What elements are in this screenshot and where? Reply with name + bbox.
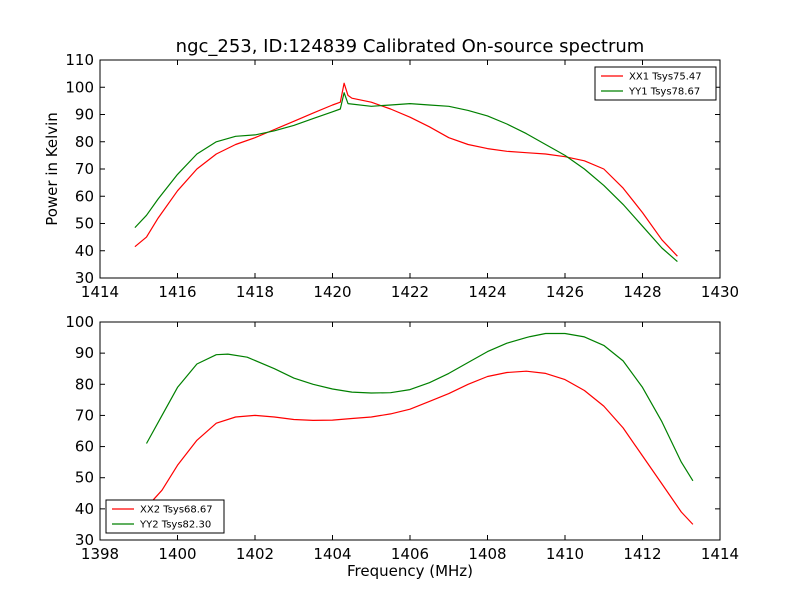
series-line-yy1 <box>134 92 678 263</box>
x-tick-label: 1414 <box>81 283 119 301</box>
x-axis-label: Frequency (MHz) <box>347 562 473 580</box>
x-tick-label: 1410 <box>546 545 584 563</box>
legend-box <box>105 499 225 534</box>
legend-label: YY2 Tsys82.30 <box>139 520 211 531</box>
y-tick-label: 90 <box>75 106 94 124</box>
x-tick-label: 1426 <box>546 283 584 301</box>
y-tick-label: 30 <box>75 269 94 287</box>
y-axis-label: Power in Kelvin <box>43 112 61 226</box>
series-line-xx2 <box>146 370 694 525</box>
x-tick-label: 1404 <box>313 545 351 563</box>
legend-label: YY1 Tsys78.67 <box>628 87 700 98</box>
legend-box <box>594 66 717 101</box>
y-tick-label: 70 <box>75 160 94 178</box>
x-tick-label: 1402 <box>236 545 274 563</box>
y-tick-label: 60 <box>75 438 94 456</box>
y-tick-label: 100 <box>65 313 94 331</box>
x-tick-label: 1412 <box>623 545 661 563</box>
y-tick-label: 50 <box>75 469 94 487</box>
y-tick-label: 110 <box>65 51 94 69</box>
top-panel: 1414 1416 1418 1420 1422 1424 1426 1428 1430 30 40… <box>65 51 739 301</box>
x-tick-label: 1416 <box>158 283 196 301</box>
y-tick-label: 100 <box>65 78 94 96</box>
x-tick-label: 1406 <box>391 545 429 563</box>
x-tick-label: 1400 <box>158 545 196 563</box>
y-tick-label: 70 <box>75 406 94 424</box>
legend: XX2 Tsys68.67 YY2 Tsys82.30 <box>105 499 225 534</box>
legend: XX1 Tsys75.47 YY1 Tsys78.67 <box>594 66 717 101</box>
x-tick-label: 1428 <box>623 283 661 301</box>
y-tick-label: 80 <box>75 133 94 151</box>
y-tick-label: 60 <box>75 187 94 205</box>
legend-label: XX1 Tsys75.47 <box>629 72 702 83</box>
y-tick-label: 40 <box>75 242 94 260</box>
y-tick-label: 40 <box>75 500 94 518</box>
series-line-xx1 <box>134 82 678 257</box>
series-line-yy2 <box>145 332 694 482</box>
x-tick-label: 1408 <box>468 545 506 563</box>
y-tick-label: 30 <box>75 531 94 549</box>
x-tick-label: 1430 <box>701 283 739 301</box>
y-tick-label: 90 <box>75 344 94 362</box>
y-tick-label: 80 <box>75 375 94 393</box>
legend-label: XX2 Tsys68.67 <box>140 505 213 516</box>
x-tick-label: 1424 <box>468 283 506 301</box>
x-tick-label: 1398 <box>81 545 119 563</box>
x-tick-label: 1418 <box>236 283 274 301</box>
bottom-panel: 1398 1400 1402 1404 1406 1408 1410 1412 1414 30 40… <box>65 313 739 563</box>
x-tick-label: 1422 <box>391 283 429 301</box>
y-tick-label: 50 <box>75 215 94 233</box>
x-tick-label: 1414 <box>701 545 739 563</box>
chart-title: ngc_253, ID:124839 Calibrated On-source … <box>176 36 645 57</box>
x-tick-label: 1420 <box>313 283 351 301</box>
